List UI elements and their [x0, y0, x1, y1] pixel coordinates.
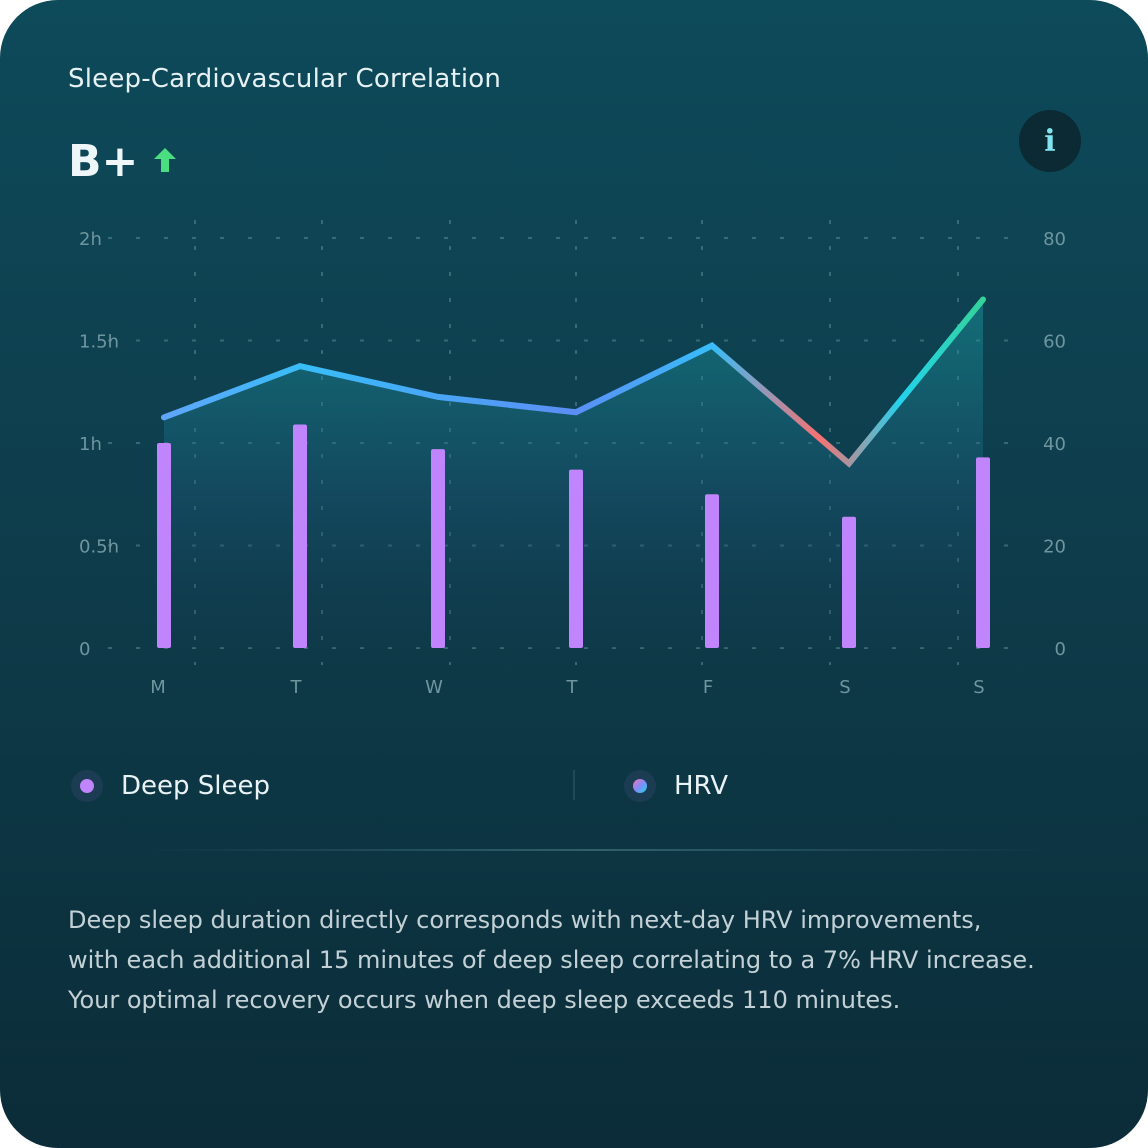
info-icon: i	[1044, 123, 1056, 159]
correlation-chart: 0 0.5h 1h 1.5h 2h 0 20 40 60 80 M T W T F S S	[79, 220, 1066, 698]
x-tick-label: M	[150, 677, 166, 698]
hrv-line	[161, 296, 986, 468]
arrow-up-icon	[154, 148, 176, 172]
insight-description: Deep sleep duration directly corresponds…	[68, 900, 1078, 1020]
x-tick-label: F	[703, 677, 713, 698]
deep-sleep-bar	[293, 424, 307, 648]
info-button[interactable]: i	[1019, 110, 1081, 172]
y-left-tick-label: 0.5h	[79, 537, 119, 558]
deep-sleep-bar	[569, 469, 583, 648]
legend-hrv-label: HRV	[674, 771, 728, 801]
y-left-tick-label: 2h	[79, 229, 102, 250]
deep-sleep-bar	[705, 494, 719, 648]
card-title: Sleep-Cardiovascular Correlation	[68, 64, 502, 94]
legend-deep-sleep-label: Deep Sleep	[121, 771, 271, 801]
deep-sleep-bar	[157, 443, 171, 648]
x-tick-label: T	[566, 677, 579, 698]
y-left-tick-label: 1.5h	[79, 332, 119, 353]
y-right-tick-label: 40	[1043, 434, 1066, 455]
hrv-swatch	[624, 770, 656, 802]
x-tick-label: S	[973, 677, 984, 698]
deep-sleep-bar	[431, 449, 445, 648]
legend-deep-sleep[interactable]: Deep Sleep	[71, 766, 270, 806]
description-line: Your optimal recovery occurs when deep s…	[68, 986, 901, 1014]
deep-sleep-swatch	[71, 770, 103, 802]
x-tick-label: T	[290, 677, 303, 698]
legend-separator	[573, 770, 575, 800]
y-left-tick-label: 1h	[79, 434, 102, 455]
deep-sleep-bar	[976, 457, 990, 648]
legend-hrv[interactable]: HRV	[624, 766, 728, 806]
y-right-tick-label: 60	[1043, 332, 1066, 353]
y-left-tick-label: 0	[79, 639, 90, 660]
y-right-tick-label: 80	[1043, 229, 1066, 250]
y-right-tick-label: 0	[1055, 639, 1066, 660]
x-tick-label: S	[839, 677, 850, 698]
section-divider	[148, 849, 1048, 851]
x-tick-label: W	[425, 677, 443, 698]
grade-value: B+	[68, 136, 139, 187]
description-line: with each additional 15 minutes of deep …	[68, 946, 1035, 974]
y-right-tick-label: 20	[1043, 537, 1066, 558]
deep-sleep-bar	[842, 516, 856, 648]
description-line: Deep sleep duration directly corresponds…	[68, 906, 982, 934]
